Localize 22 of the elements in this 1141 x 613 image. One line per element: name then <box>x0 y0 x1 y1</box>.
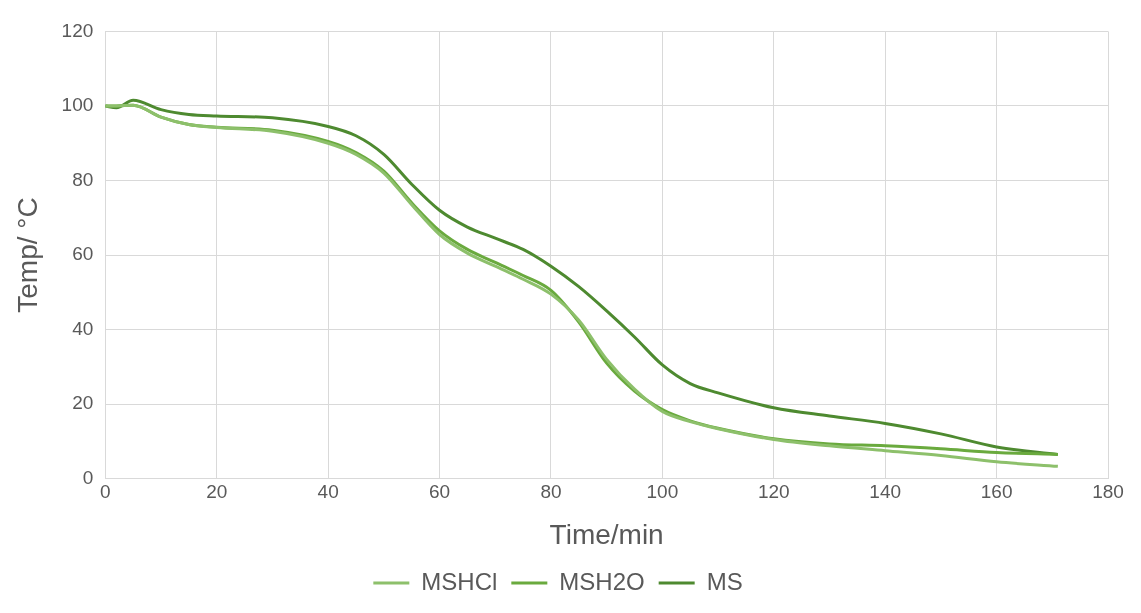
x-tick-label: 20 <box>206 481 228 503</box>
legend-label: MSH2O <box>559 567 645 595</box>
x-tick-label: 120 <box>757 481 790 503</box>
x-tick-label: 40 <box>317 481 339 503</box>
y-tick-label: 100 <box>61 94 94 116</box>
y-tick-label: 0 <box>82 466 94 488</box>
x-axis-title: Time/min <box>549 518 664 550</box>
x-tick-label: 100 <box>646 481 679 503</box>
y-tick-label: 80 <box>72 168 94 190</box>
x-tick-label: 160 <box>980 481 1013 503</box>
x-tick-label: 0 <box>100 481 111 503</box>
y-axis-title: Temp/ °C <box>11 197 43 313</box>
x-tick-label: 180 <box>1092 481 1124 503</box>
y-tick-label: 20 <box>72 392 94 414</box>
x-tick-label: 140 <box>869 481 902 503</box>
legend-label: MSHCl <box>421 567 498 595</box>
x-tick-label: 60 <box>428 481 451 503</box>
legend-label: MS <box>706 567 743 595</box>
y-tick-label: 120 <box>61 19 94 41</box>
x-tick-label: 80 <box>540 481 562 503</box>
y-tick-label: 60 <box>72 243 94 265</box>
y-tick-label: 40 <box>72 317 94 339</box>
